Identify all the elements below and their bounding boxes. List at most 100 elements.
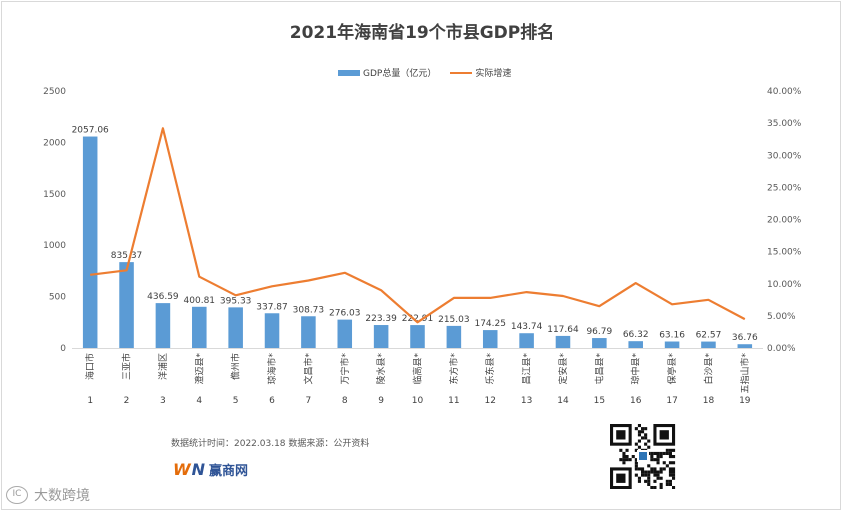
y-right-tick-label: 5.00% — [767, 312, 796, 322]
x-rank-label: 5 — [233, 396, 239, 406]
qr-module — [653, 473, 657, 477]
y-left-tick-label: 500 — [49, 293, 66, 303]
x-tick-label: 屯昌县* — [593, 353, 605, 385]
bar — [264, 313, 280, 348]
qr-module — [672, 473, 676, 477]
x-rank-label: 14 — [557, 396, 569, 406]
footer-note: 数据统计时间：2022.03.18 数据来源：公开资料 — [171, 439, 370, 449]
x-rank-label: 19 — [739, 396, 751, 406]
qr-module — [653, 458, 657, 462]
bar — [192, 306, 207, 348]
qr-module — [662, 467, 666, 471]
x-tick-label: 儋州市 — [230, 353, 242, 380]
qr-module — [659, 486, 663, 489]
qr-module — [647, 479, 651, 483]
qr-module — [644, 470, 648, 474]
x-rank-label: 13 — [521, 396, 532, 406]
legend-label-growth: 实际增速 — [475, 69, 512, 79]
x-rank-label: 8 — [342, 396, 348, 406]
qr-module — [672, 455, 676, 459]
x-rank-label: 4 — [196, 396, 202, 406]
qr-module — [665, 451, 669, 455]
qr-module — [672, 467, 676, 471]
qr-module — [622, 458, 626, 462]
legend-swatch-growth — [450, 71, 473, 74]
qr-module — [644, 479, 648, 483]
qr-module — [659, 476, 663, 480]
qr-module — [637, 424, 641, 428]
bar — [592, 338, 607, 348]
y-right-tick-label: 10.00% — [767, 280, 802, 290]
qr-module — [668, 455, 672, 459]
qr-module — [619, 458, 623, 462]
bar — [482, 330, 498, 348]
bar — [301, 316, 316, 348]
x-rank-label: 9 — [378, 396, 384, 406]
x-tick-label: 文昌市* — [302, 353, 314, 385]
qr-module — [665, 448, 669, 452]
qr-module — [622, 451, 626, 455]
brand-logo: W N 赢商网 — [173, 460, 248, 479]
qr-module — [647, 476, 651, 480]
watermark: IC 大数跨境 — [6, 485, 90, 505]
x-tick-label: 保亭县* — [666, 353, 678, 385]
x-rank-label: 12 — [485, 396, 496, 406]
qr-module — [637, 439, 641, 443]
watermark-text: 大数跨境 — [34, 488, 90, 504]
qr-module — [672, 461, 676, 465]
qr-module — [647, 473, 651, 477]
bar — [410, 325, 425, 348]
x-tick-label: 陵水县* — [375, 353, 387, 385]
qr-module — [653, 479, 657, 483]
y-right-tick-label: 35.00% — [767, 119, 802, 129]
x-tick-label: 三亚市 — [121, 353, 133, 380]
bar-data-label: 63.16 — [659, 331, 685, 341]
qr-module — [650, 458, 654, 462]
legend-swatch-gdp — [338, 69, 360, 76]
growth-line — [90, 127, 746, 324]
x-tick-label: 洋浦区 — [157, 353, 169, 380]
qr-module — [668, 470, 672, 474]
qr-module — [634, 467, 638, 471]
bar-data-label: 337.87 — [256, 302, 288, 312]
bar — [82, 136, 98, 348]
y-right-tick-label: 30.00% — [767, 151, 802, 161]
bar — [519, 333, 534, 348]
qr-module — [656, 461, 660, 465]
qr-module — [653, 451, 657, 455]
qr-module — [668, 482, 672, 486]
x-tick-label: 白沙县* — [702, 353, 714, 385]
qr-module — [641, 427, 645, 431]
qr-module — [672, 476, 676, 480]
bar-data-label: 143.74 — [511, 322, 543, 332]
bar — [373, 325, 389, 348]
x-rank-label: 10 — [412, 396, 424, 406]
bar-data-label: 215.03 — [438, 315, 470, 325]
qr-module — [668, 448, 672, 452]
legend-label-gdp: GDP总量（亿元） — [363, 69, 437, 79]
qr-module — [634, 473, 638, 477]
qr-module — [653, 467, 657, 471]
qr-module — [650, 467, 654, 471]
bar-data-label: 436.59 — [147, 292, 179, 302]
bar — [228, 307, 243, 348]
bar — [555, 335, 571, 348]
qr-module — [659, 455, 663, 459]
y-left-tick-label: 1500 — [43, 190, 66, 200]
qr-module — [647, 464, 651, 468]
legend: GDP总量（亿元） 实际增速 — [338, 66, 511, 79]
qr-module — [647, 470, 651, 474]
qr-module — [653, 470, 657, 474]
qr-module — [622, 461, 626, 465]
qr-module — [634, 461, 638, 465]
chart-plot: 0 500 1000 1500 2000 2500 0.00% 5.00% 10.00% 15.0… — [43, 87, 802, 406]
x-tick-label: 万宁市* — [339, 353, 351, 385]
qr-module — [672, 448, 676, 452]
qr-module — [625, 448, 629, 452]
qr-module — [637, 476, 641, 480]
qr-module — [662, 461, 666, 465]
bar-data-label: 308.73 — [293, 305, 325, 315]
qr-module — [625, 455, 629, 459]
qr-module — [656, 470, 660, 474]
bar — [155, 303, 171, 348]
